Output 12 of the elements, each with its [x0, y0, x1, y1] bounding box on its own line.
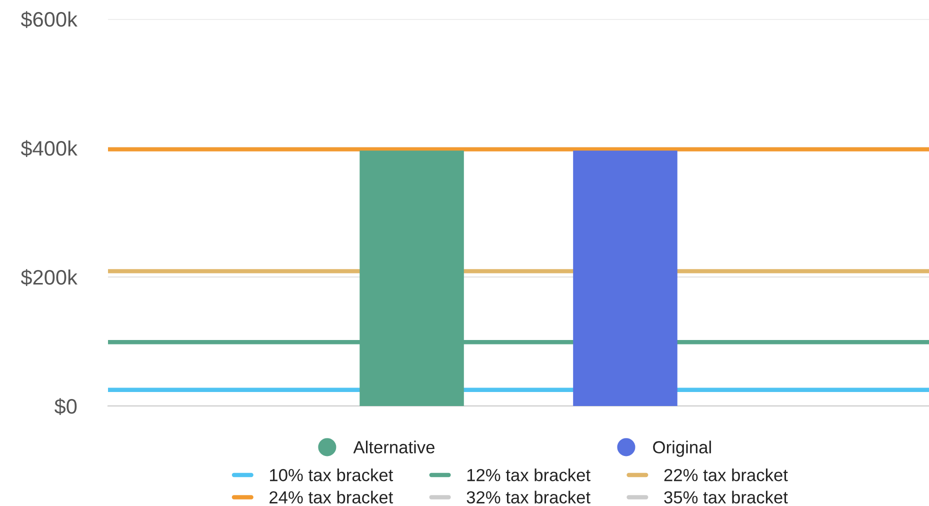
legend-label: Original	[653, 440, 711, 457]
y-tick-label: $0	[54, 398, 77, 415]
legend-label: 12% tax bracket	[467, 468, 590, 482]
legend-label: 24% tax bracket	[270, 490, 394, 504]
legend-label: 22% tax bracket	[664, 468, 788, 482]
y-tick-label: $200k	[20, 269, 78, 286]
text: 32% tax bracket	[466, 490, 590, 504]
legend-label: 10% tax bracket	[270, 468, 394, 482]
text: 35% tax bracket	[664, 490, 788, 504]
legend-label: Alternative	[353, 440, 434, 454]
y-tick-label: $600k	[20, 11, 78, 28]
y-tick-label: $400k	[20, 140, 78, 157]
